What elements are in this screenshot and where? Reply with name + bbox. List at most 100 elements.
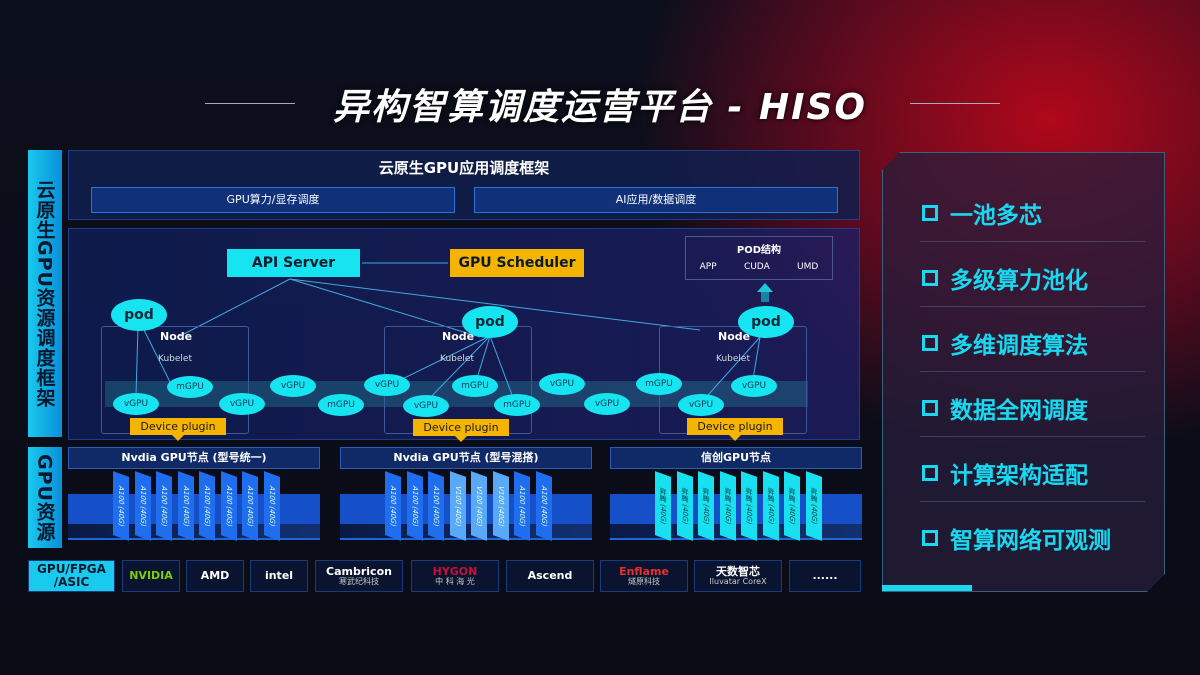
gpu-chip: 昇腾 (40G) xyxy=(805,471,822,541)
pod-structure-title: POD结构 xyxy=(736,245,782,256)
feature-label: 计算架构适配 xyxy=(950,463,1088,489)
gpu-chip: A100 (40G) xyxy=(385,471,401,541)
title-decoration-right xyxy=(910,103,1000,104)
gpu-chip: A100 (40G) xyxy=(406,471,423,541)
mgpu-ellipse: mGPU xyxy=(318,394,364,416)
sub-gpu-scheduling: GPU算力/显存调度 xyxy=(91,187,455,213)
vendor-logo: 天数智芯 Iluvatar CoreX xyxy=(694,560,782,592)
device-plugin-box: Device plugin xyxy=(687,418,783,435)
mgpu-ellipse: mGPU xyxy=(636,373,682,395)
gpu-chip: A100 (40G) xyxy=(220,471,237,541)
vendor-subname: 中 科 海 光 xyxy=(435,576,475,586)
vendor-logo: HYGON 中 科 海 光 xyxy=(411,560,499,592)
page-title: 异构智算调度运营平台 - HISO xyxy=(332,87,868,128)
vendor-subname: 寒武纪科技 xyxy=(339,576,379,586)
gpu-chip: A100 (40G) xyxy=(177,471,194,541)
gpu-chip: A100 (40G) xyxy=(156,471,172,541)
kubelet-label: Kubelet xyxy=(158,354,192,364)
vgpu-ellipse: vGPU xyxy=(403,395,449,417)
vendor-name: NVIDIA xyxy=(129,568,173,582)
gpu-chip: A100 (40G) xyxy=(134,471,151,541)
gpu-scheduler-box: GPU Scheduler xyxy=(450,249,584,277)
gpu-chip: 昇腾 (40G) xyxy=(698,471,714,541)
feature-label: 数据全网调度 xyxy=(950,398,1088,424)
feature-item: 多级算力池化 xyxy=(922,261,1088,295)
gpu-chip: A100 (40G) xyxy=(242,471,258,541)
framework-header: 云原生GPU应用调度框架 GPU算力/显存调度 AI应用/数据调度 xyxy=(68,150,860,220)
panel-accent xyxy=(882,585,972,591)
gpu-chip: A100 (40G) xyxy=(263,471,280,541)
vgpu-ellipse: vGPU xyxy=(270,375,316,397)
gpu-node-floor xyxy=(340,524,592,540)
gpu-group-title: Nvdia GPU节点 (型号混搭) xyxy=(340,447,592,469)
label-gpu-resources: GPU资源 xyxy=(28,447,62,548)
gpu-node-floor xyxy=(68,524,320,540)
vgpu-ellipse: vGPU xyxy=(113,393,159,415)
gpu-chip: 昇腾 (40G) xyxy=(741,471,757,541)
gpu-chip: 昇腾 (40G) xyxy=(719,471,736,541)
vendor-name: HYGON xyxy=(432,564,478,578)
vendor-logo: Ascend xyxy=(506,560,594,592)
feature-item: 计算架构适配 xyxy=(922,456,1088,490)
feature-label: 智算网络可观测 xyxy=(950,528,1111,554)
pod-ellipse: pod xyxy=(738,306,794,338)
gpu-node-base xyxy=(610,494,862,524)
feature-item: 一池多芯 xyxy=(922,196,1042,230)
vendor-name: Ascend xyxy=(527,568,573,582)
vgpu-ellipse: vGPU xyxy=(539,373,585,395)
vendor-name: 天数智芯 xyxy=(716,564,760,578)
checkbox-square-icon xyxy=(922,465,938,481)
feature-item: 智算网络可观测 xyxy=(922,521,1111,555)
pod-ellipse: pod xyxy=(111,299,167,331)
vendor-name: intel xyxy=(264,568,294,582)
gpu-chip: A100 (40G) xyxy=(428,471,444,541)
gpu-group-title: Nvdia GPU节点 (型号统一) xyxy=(68,447,320,469)
checkbox-square-icon xyxy=(922,270,938,286)
node-label: Node xyxy=(442,330,475,343)
pod-ellipse: pod xyxy=(462,306,518,338)
gpu-group-title: 信创GPU节点 xyxy=(610,447,862,469)
pod-structure-box: POD结构 APP CUDA UMD xyxy=(685,236,833,280)
framework-title: 云原生GPU应用调度框架 xyxy=(378,159,550,177)
vendor-name: AMD xyxy=(200,568,230,582)
kubelet-label: Kubelet xyxy=(716,354,750,364)
vendor-logo: AMD xyxy=(186,560,244,592)
node-label: Node xyxy=(160,330,193,343)
label-scheduling-framework: 云原生GPU资源调度框架 xyxy=(28,150,62,437)
gpu-chip: A100 (40G) xyxy=(113,471,129,541)
title-decoration-left xyxy=(205,103,295,104)
divider xyxy=(920,436,1145,437)
vendor-logo: intel xyxy=(250,560,308,592)
pod-item: UMD xyxy=(797,262,819,272)
divider xyxy=(920,501,1145,502)
vendor-logo: Enflame 燧原科技 xyxy=(600,560,688,592)
sub-ai-data-scheduling: AI应用/数据调度 xyxy=(474,187,838,213)
gpu-chip: 昇腾 (40G) xyxy=(655,471,671,541)
vgpu-ellipse: vGPU xyxy=(678,394,724,416)
feature-item: 多维调度算法 xyxy=(922,326,1088,360)
gpu-node-floor xyxy=(610,524,862,540)
vgpu-ellipse: vGPU xyxy=(584,393,630,415)
feature-label: 多维调度算法 xyxy=(950,333,1088,359)
feature-item: 数据全网调度 xyxy=(922,391,1088,425)
gpu-chip: V100 (40G) xyxy=(492,471,509,541)
checkbox-square-icon xyxy=(922,400,938,416)
device-plugin-box: Device plugin xyxy=(413,419,509,436)
gpu-node-base xyxy=(340,494,592,524)
checkbox-square-icon xyxy=(922,530,938,546)
kubelet-label: Kubelet xyxy=(440,354,474,364)
gpu-chip: 昇腾 (40G) xyxy=(676,471,693,541)
vendor-name: Cambricon xyxy=(326,564,392,578)
vgpu-ellipse: vGPU xyxy=(364,374,410,396)
checkbox-square-icon xyxy=(922,205,938,221)
vendor-subname: 燧原科技 xyxy=(628,576,660,586)
divider xyxy=(920,371,1145,372)
pod-item: CUDA xyxy=(743,262,770,272)
gpu-chip: 昇腾 (40G) xyxy=(784,471,800,541)
gpu-chip: A100 (40G) xyxy=(514,471,530,541)
gpu-chip: V100 (40G) xyxy=(471,471,487,541)
checkbox-square-icon xyxy=(922,335,938,351)
mgpu-ellipse: mGPU xyxy=(167,376,213,398)
gpu-chip: V100 (40G) xyxy=(449,471,466,541)
